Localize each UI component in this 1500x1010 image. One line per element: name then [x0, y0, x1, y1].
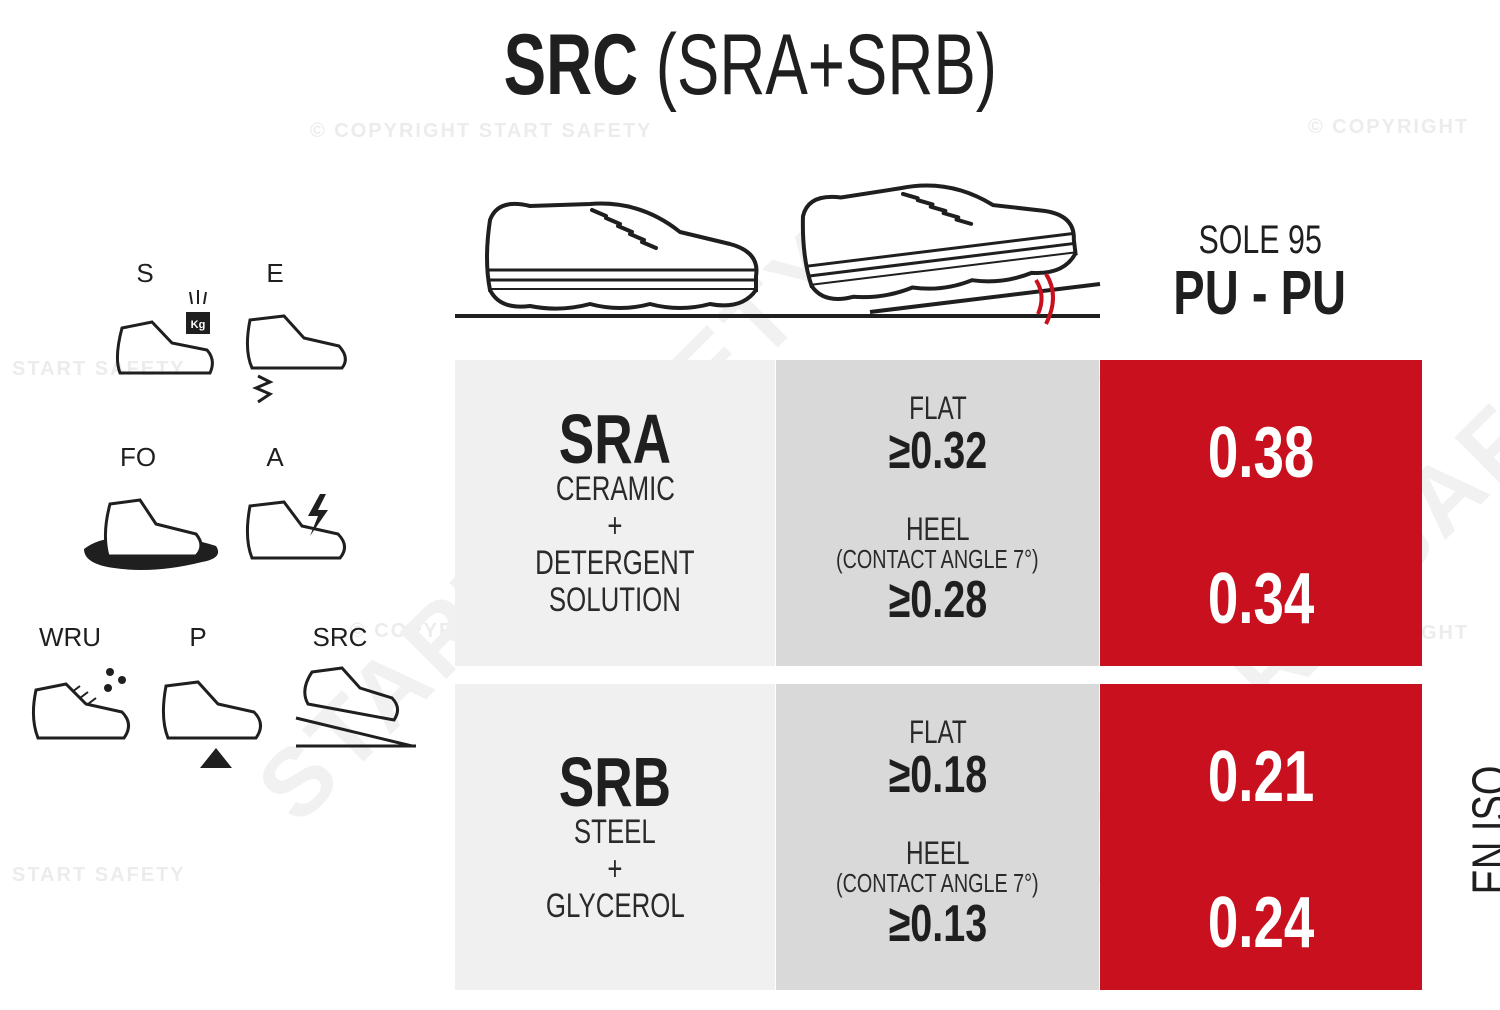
sra-heel-result: 0.34 [1207, 559, 1315, 639]
water-resistant-upper-shoe-icon [31, 668, 130, 740]
srb-heel-angle: (CONTACT ANGLE 7°) [836, 868, 1039, 898]
sra-flat-label: FLAT [908, 390, 967, 426]
srb-test-condition-cell: SRB STEEL + GLYCEROL [455, 684, 775, 990]
srb-heel-threshold: ≥0.13 [888, 895, 987, 953]
icon-label-a: A [266, 442, 284, 472]
sra-heel-threshold: ≥0.28 [888, 571, 987, 629]
srb-heel-requirement: HEEL (CONTACT ANGLE 7°) ≥0.13 [776, 834, 1099, 954]
sra-heel-requirement: HEEL (CONTACT ANGLE 7°) ≥0.28 [776, 510, 1099, 630]
title-detail: (SRA+SRB) [655, 17, 997, 113]
icon-label-p: P [189, 622, 207, 652]
standard-reference: EN ISO 20344:2011 [1462, 765, 1500, 895]
antistatic-shoe-icon [245, 494, 346, 560]
srb-flat-requirement: FLAT ≥0.18 [776, 714, 1099, 804]
slip-resistant-shoe-icon [295, 666, 416, 748]
icon-label-s: S [136, 258, 154, 288]
sra-flat-requirement: FLAT ≥0.32 [776, 390, 1099, 480]
srb-flat-result: 0.21 [1207, 737, 1315, 817]
flat-contact-shoe-icon [485, 201, 759, 311]
certification-icons-panel: S Kg E FO A WRU P SRC [0, 250, 430, 770]
sra-description: CERAMIC + DETERGENT SOLUTION [535, 470, 695, 619]
sra-results-cell: 0.38 0.34 [1100, 360, 1422, 666]
sole-material: PU - PU [1173, 259, 1347, 328]
icon-label-src: SRC [312, 622, 368, 652]
title-code: SRC [503, 17, 638, 113]
srb-requirements-cell: FLAT ≥0.18 HEEL (CONTACT ANGLE 7°) ≥0.13 [776, 684, 1099, 990]
watermark-brand: START SAFETY [12, 864, 186, 886]
heel-contact-shoe-icon [800, 183, 1078, 301]
page-title: SRC (SRA+SRB) [0, 10, 1500, 120]
srb-flat-threshold: ≥0.18 [888, 746, 987, 804]
sole-type-header: SOLE 95 PU - PU [1100, 212, 1420, 332]
sole-model: SOLE 95 [1198, 218, 1322, 262]
energy-absorbing-heel-shoe-icon [245, 314, 347, 404]
srb-results-cell: 0.21 0.24 [1100, 684, 1422, 990]
penetration-resistant-shoe-icon [161, 680, 262, 768]
icon-label-wru: WRU [38, 622, 102, 652]
sra-flat-result: 0.38 [1207, 413, 1315, 493]
shoe-flat-and-heel-illustration [455, 183, 1101, 325]
icon-label-fo: FO [119, 442, 157, 472]
sra-code: SRA [558, 400, 672, 478]
oil-resistant-sole-shoe-icon [84, 498, 219, 570]
srb-description: STEEL + GLYCEROL [545, 812, 685, 925]
sra-test-condition-cell: SRA CERAMIC + DETERGENT SOLUTION [455, 360, 775, 666]
svg-text:Kg: Kg [191, 319, 206, 331]
watermark-copyright: © COPYRIGHT START SAFETY [310, 120, 653, 142]
sra-requirements-cell: FLAT ≥0.32 HEEL (CONTACT ANGLE 7°) ≥0.28 [776, 360, 1099, 666]
weight-on-toe-shoe-icon: Kg [115, 290, 214, 375]
srb-code: SRB [558, 742, 672, 821]
icon-label-e: E [266, 258, 284, 288]
sra-flat-threshold: ≥0.32 [888, 422, 987, 480]
srb-heel-result: 0.24 [1207, 883, 1315, 963]
srb-heel-label: HEEL [905, 835, 970, 871]
srb-flat-label: FLAT [908, 714, 967, 750]
sra-heel-angle: (CONTACT ANGLE 7°) [836, 544, 1039, 574]
sra-heel-label: HEEL [905, 511, 970, 547]
